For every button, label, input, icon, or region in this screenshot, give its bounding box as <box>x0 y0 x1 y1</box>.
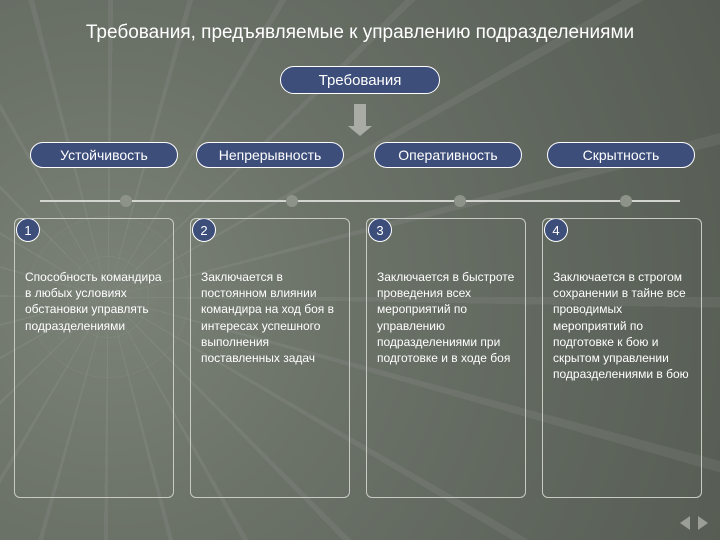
connector-dot-2 <box>286 195 298 207</box>
card-1-text: Способность командира в любых условиях о… <box>25 269 167 334</box>
category-badge-3: Оперативность <box>374 142 522 168</box>
connector-dot-3 <box>454 195 466 207</box>
down-arrow-icon <box>354 104 366 126</box>
main-requirements-badge: Требования <box>280 66 440 94</box>
connector-dot-1 <box>120 195 132 207</box>
card-1: Способность командира в любых условиях о… <box>14 218 174 498</box>
card-2: Заключается в постоянном влиянии команди… <box>190 218 350 498</box>
next-slide-icon[interactable] <box>698 516 708 530</box>
card-3-text: Заключается в быстроте проведения всех м… <box>377 269 519 366</box>
slide: Требования, предъявляемые к управлению п… <box>0 0 720 540</box>
card-3: Заключается в быстроте проведения всех м… <box>366 218 526 498</box>
category-badge-2: Непрерывность <box>196 142 344 168</box>
prev-slide-icon[interactable] <box>680 516 690 530</box>
category-badge-4: Скрытность <box>547 142 695 168</box>
card-4: Заключается в строгом сохранении в тайне… <box>542 218 702 498</box>
card-2-text: Заключается в постоянном влиянии команди… <box>201 269 343 366</box>
page-title: Требования, предъявляемые к управлению п… <box>0 22 720 44</box>
card-4-text: Заключается в строгом сохранении в тайне… <box>553 269 695 382</box>
connector-line <box>40 200 680 202</box>
category-badge-1: Устойчивость <box>30 142 178 168</box>
connector-dot-4 <box>620 195 632 207</box>
